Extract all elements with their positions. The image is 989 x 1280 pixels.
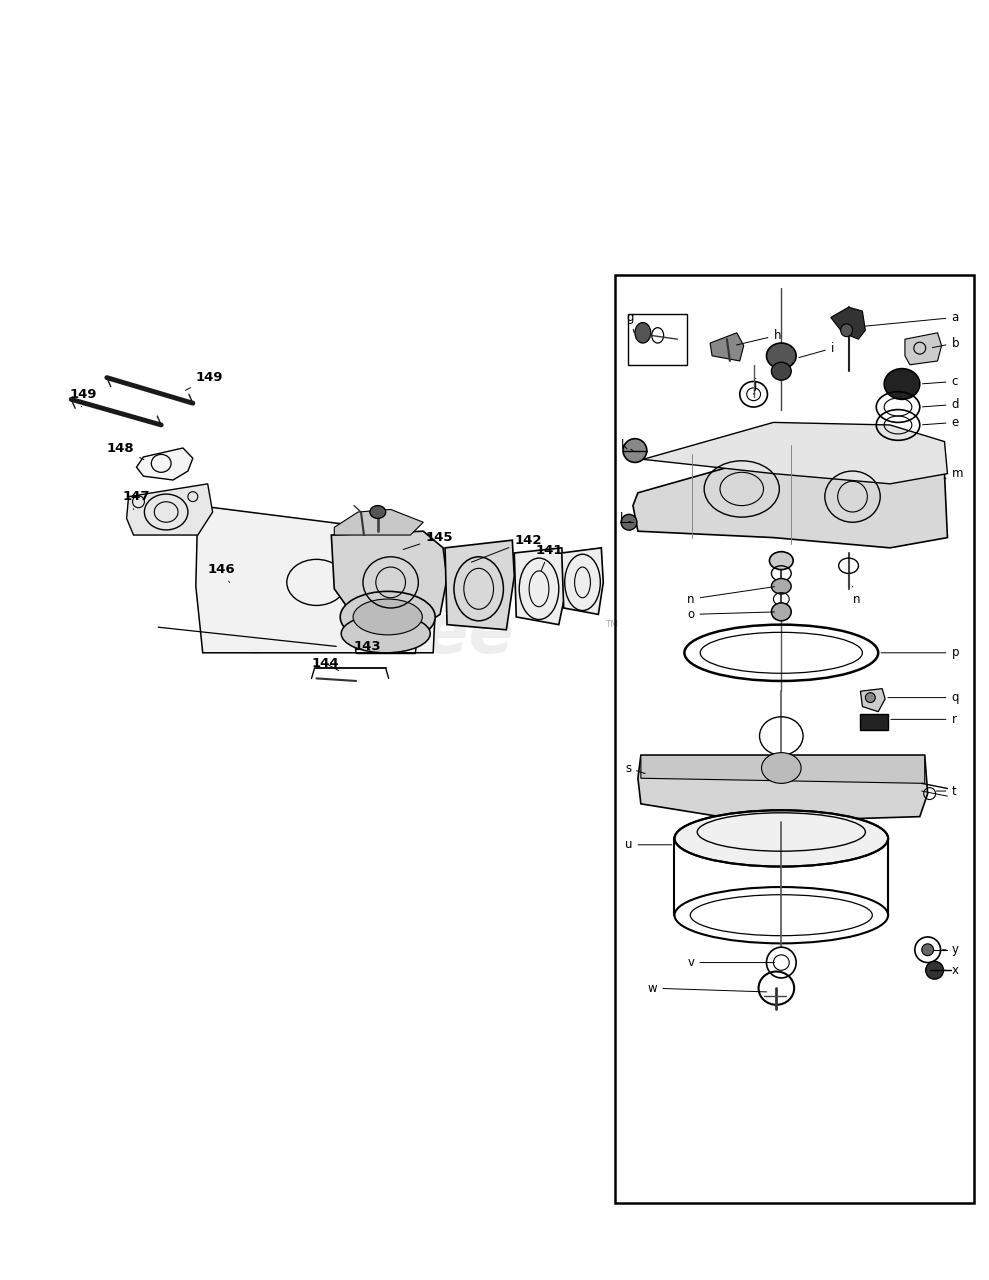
Text: e: e	[923, 416, 958, 429]
Ellipse shape	[762, 753, 801, 783]
Polygon shape	[562, 548, 603, 614]
Polygon shape	[331, 531, 447, 634]
Text: 142: 142	[472, 534, 542, 562]
Text: 143: 143	[354, 640, 382, 653]
Text: w: w	[648, 982, 766, 995]
Bar	[615, 275, 974, 1203]
Ellipse shape	[841, 324, 853, 337]
Circle shape	[926, 961, 944, 979]
Text: v: v	[687, 956, 774, 969]
Text: n: n	[853, 586, 860, 605]
Polygon shape	[831, 307, 865, 339]
Polygon shape	[638, 755, 928, 822]
Text: b: b	[933, 337, 959, 349]
Circle shape	[623, 439, 647, 462]
Ellipse shape	[766, 343, 796, 369]
Text: 147: 147	[123, 490, 150, 509]
Polygon shape	[633, 422, 947, 484]
Polygon shape	[633, 454, 947, 548]
Text: 144: 144	[312, 657, 339, 671]
Ellipse shape	[370, 506, 386, 518]
Text: d: d	[923, 398, 959, 411]
Ellipse shape	[674, 810, 888, 867]
Text: 148: 148	[107, 442, 143, 460]
Bar	[628, 314, 687, 365]
Text: o: o	[687, 608, 774, 621]
Ellipse shape	[635, 323, 651, 343]
Ellipse shape	[340, 591, 435, 643]
Text: y: y	[943, 943, 958, 956]
Ellipse shape	[771, 603, 791, 621]
Polygon shape	[445, 540, 514, 630]
Polygon shape	[334, 509, 423, 535]
Polygon shape	[860, 689, 885, 712]
Circle shape	[621, 515, 637, 530]
Circle shape	[865, 692, 875, 703]
Ellipse shape	[884, 369, 920, 399]
Polygon shape	[905, 333, 942, 365]
Text: TM: TM	[605, 620, 618, 630]
Text: g: g	[626, 311, 634, 333]
Text: k: k	[621, 439, 633, 452]
Text: 146: 146	[208, 563, 235, 582]
Polygon shape	[641, 755, 925, 783]
Text: i: i	[799, 342, 834, 357]
Text: 149: 149	[185, 371, 224, 390]
Ellipse shape	[341, 614, 430, 653]
Ellipse shape	[769, 552, 793, 570]
Text: j: j	[754, 378, 757, 394]
Bar	[860, 714, 888, 730]
Text: a: a	[865, 311, 958, 326]
Text: c: c	[923, 375, 957, 388]
Text: t: t	[937, 785, 956, 797]
Ellipse shape	[771, 362, 791, 380]
Text: x: x	[944, 964, 958, 977]
Text: s: s	[625, 762, 645, 774]
Ellipse shape	[353, 599, 422, 635]
Polygon shape	[514, 548, 566, 625]
Text: l: l	[620, 512, 631, 525]
Polygon shape	[196, 506, 437, 653]
Text: 145: 145	[404, 531, 453, 549]
Text: PartTree: PartTree	[198, 600, 514, 667]
Text: p: p	[881, 646, 959, 659]
Text: h: h	[737, 329, 781, 346]
Polygon shape	[136, 448, 193, 480]
Circle shape	[922, 943, 934, 956]
Ellipse shape	[771, 579, 791, 594]
Text: q: q	[888, 691, 959, 704]
Text: u: u	[625, 838, 672, 851]
Text: 149: 149	[69, 388, 97, 407]
Text: r: r	[891, 713, 956, 726]
Polygon shape	[710, 333, 744, 361]
Text: n: n	[687, 586, 774, 605]
Text: m: m	[944, 467, 963, 480]
Text: 141: 141	[536, 544, 564, 571]
Polygon shape	[127, 484, 213, 535]
